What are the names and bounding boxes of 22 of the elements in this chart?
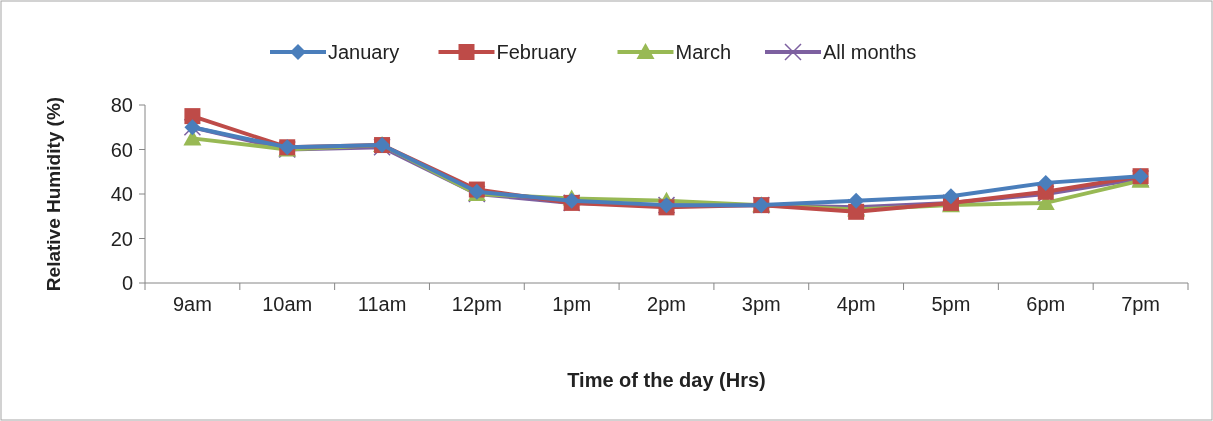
x-tick-label: 2pm: [647, 293, 686, 315]
legend-label: March: [675, 41, 732, 63]
y-tick-label: 20: [110, 227, 133, 250]
x-axis-title: Time of the day (Hrs): [567, 369, 766, 391]
x-tick-label: 6pm: [1026, 293, 1066, 315]
legend-label: February: [496, 41, 577, 63]
y-tick-label: 60: [110, 138, 133, 161]
y-tick-label: 0: [121, 272, 133, 294]
x-tick-label: 10am: [262, 293, 313, 315]
y-tick-label: 40: [110, 183, 133, 205]
legend-label: January: [328, 41, 400, 63]
x-tick-label: 4pm: [836, 293, 876, 315]
x-tick-label: 9am: [172, 293, 212, 315]
y-axis-title: Relative Humidity (%): [43, 96, 64, 292]
legend-label: All months: [823, 41, 917, 63]
x-tick-label: 11am: [357, 293, 407, 315]
x-tick-label: 3pm: [741, 293, 781, 315]
x-tick-label: 12pm: [451, 293, 502, 315]
x-tick-label: 5pm: [931, 293, 971, 315]
x-tick-label: 1pm: [552, 293, 592, 315]
x-tick-label: 7pm: [1121, 293, 1161, 315]
y-tick-label: 80: [110, 94, 133, 116]
